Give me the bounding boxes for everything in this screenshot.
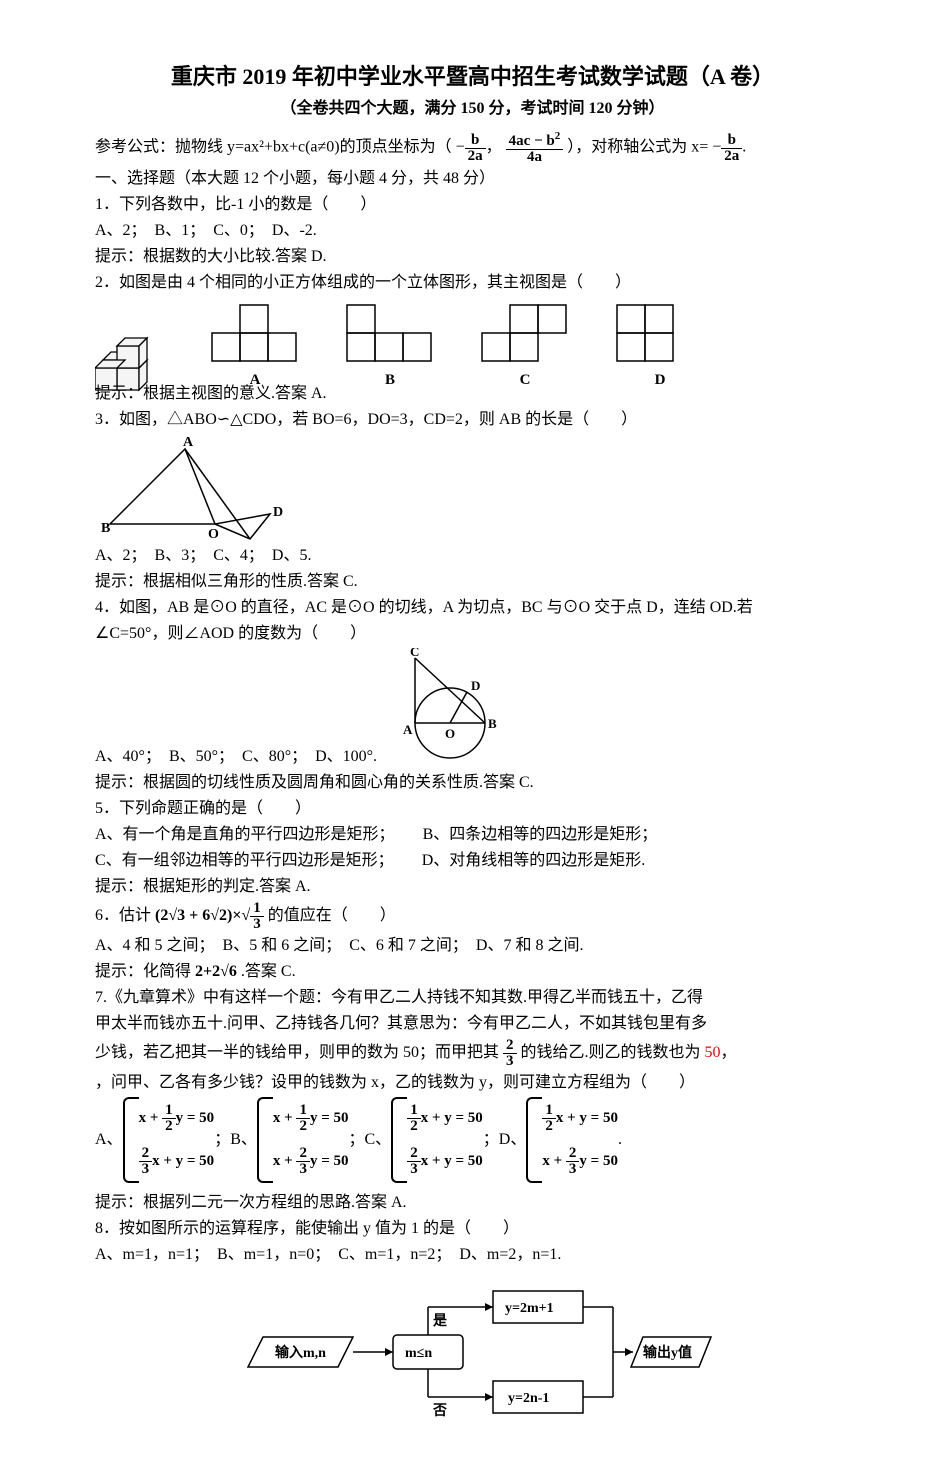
q2-label-b: B <box>385 369 395 392</box>
q5-row1: A、有一个角是直角的平行四边形是矩形； B、四条边相等的四边形是矩形； <box>95 823 850 847</box>
q4-options: A、40°； B、50°； C、80°； D、100°. <box>95 745 850 769</box>
q8-text: 8．按如图所示的运算程序，能使输出 y 值为 1 的是（ ） <box>95 1217 850 1241</box>
q3-options: A、2； B、3； C、4； D、5. <box>95 544 850 568</box>
q7-opt-end: . <box>618 1128 622 1152</box>
q3-label-a: A <box>183 435 194 450</box>
flow-cond: m≤n <box>405 1346 432 1361</box>
q7-l2: 甲太半而钱亦五十.问甲、乙持钱各几何？其意思为：今有甲乙二人，不如其钱包里有多 <box>95 1012 850 1036</box>
q7-system-d: 12x + y = 50 x + 23y = 50 <box>526 1097 618 1183</box>
q5-b: B、四条边相等的四边形是矩形； <box>423 826 658 843</box>
q7-red-50: 50 <box>705 1044 721 1061</box>
flow-bot: y=2n-1 <box>508 1391 549 1406</box>
q2-solid <box>95 312 165 392</box>
q5-a: A、有一个角是直角的平行四边形是矩形； <box>95 826 387 843</box>
q7-opt-c-label: ；C、 <box>349 1128 392 1152</box>
q4-label-b: B <box>488 716 497 731</box>
q2-option-c: C <box>480 303 570 392</box>
q4-line1: 4．如图，AB 是⊙O 的直径，AC 是⊙O 的切线，A 为切点，BC 与⊙O … <box>95 596 850 620</box>
q4-line2: ∠C=50°，则∠AOD 的度数为（ ） <box>95 622 850 646</box>
q7-hint: 提示：根据列二元一次方程组的思路.答案 A. <box>95 1191 850 1215</box>
q5-c: C、有一组邻边相等的平行四边形是矩形； <box>95 852 386 869</box>
q1-options: A、2； B、1； C、0； D、-2. <box>95 219 850 243</box>
q2-text: 2．如图是由 4 个相同的小正方体组成的一个立体图形，其主视图是（ ） <box>95 271 850 295</box>
q5-d: D、对角线相等的四边形是矩形. <box>422 852 646 869</box>
q1-hint: 提示：根据数的大小比较.答案 D. <box>95 245 850 269</box>
flow-top: y=2m+1 <box>505 1301 554 1316</box>
q5-text: 5．下列命题正确的是（ ） <box>95 797 850 821</box>
q5-hint: 提示：根据矩形的判定.答案 A. <box>95 875 850 899</box>
q3-text: 3．如图，△ABO∽△CDO，若 BO=6，DO=3，CD=2，则 AB 的长是… <box>95 408 850 432</box>
page-title: 重庆市 2019 年初中学业水平暨高中招生考试数学试题（A 卷） <box>95 60 850 93</box>
q3-diagram: A B O D <box>95 434 850 544</box>
q2-option-b: B <box>345 303 435 392</box>
flow-input: 输入m,n <box>275 1344 326 1361</box>
q4-hint: 提示：根据圆的切线性质及圆周角和圆心角的关系性质.答案 C. <box>95 771 850 795</box>
q7-options: A、 x + 12y = 50 23x + y = 50 ；B、 x + 12y… <box>95 1097 850 1183</box>
q2-option-d: D <box>615 303 705 392</box>
q3-hint: 提示：根据相似三角形的性质.答案 C. <box>95 570 850 594</box>
q4-label-o: O <box>445 726 455 741</box>
q7-system-b: x + 12y = 50 x + 23y = 50 <box>257 1097 349 1183</box>
q1-text: 1．下列各数中，比-1 小的数是（ ） <box>95 193 850 217</box>
q3-label-o: O <box>208 527 219 542</box>
q8-options: A、m=1，n=1； B、m=1，n=0； C、m=1，n=2； D、m=2，n… <box>95 1243 850 1267</box>
q3-label-b: B <box>101 521 110 536</box>
q7-opt-a-label: A、 <box>95 1128 123 1152</box>
flow-no: 否 <box>432 1403 447 1419</box>
q7-system-a: x + 12y = 50 23x + y = 50 <box>123 1097 215 1183</box>
page-subtitle: （全卷共四个大题，满分 150 分，考试时间 120 分钟） <box>95 97 850 121</box>
q7-l3: 少钱，若乙把其一半的钱给甲，则甲的数为 50；而甲把其 23 的钱给乙.则乙的钱… <box>95 1038 850 1069</box>
q2-diagrams: A B C <box>95 303 850 392</box>
q7-opt-b-label: ；B、 <box>214 1128 257 1152</box>
q2-label-d: D <box>655 369 666 392</box>
formula-mid: ），对称轴公式为 x= <box>567 139 708 156</box>
q6-options: A、4 和 5 之间； B、5 和 6 之间； C、6 和 7 之间； D、7 … <box>95 934 850 958</box>
q8-flowchart: 输入m,n m≤n 是 否 y=2m+1 y=2n-1 输出y值 <box>233 1277 713 1427</box>
q4-label-d: D <box>471 678 480 693</box>
q7-system-c: 12x + y = 50 23x + y = 50 <box>391 1097 483 1183</box>
q4-label-a: A <box>403 722 413 737</box>
q2-label-c: C <box>520 369 531 392</box>
q6-text: 6．估计 (2√3 + 6√2)×√13 的值应在（ ） <box>95 901 850 932</box>
flow-out: 输出y值 <box>643 1344 692 1361</box>
q7-l4: ，问甲、乙各有多少钱？设甲的钱数为 x，乙的钱数为 y，则可建立方程组为（ ） <box>95 1071 850 1095</box>
q2-option-a: A <box>210 303 300 392</box>
q2-hint: 提示：根据主视图的意义.答案 A. <box>95 382 850 406</box>
q4-label-c: C <box>410 648 419 659</box>
flow-yes: 是 <box>433 1313 448 1329</box>
q6-hint: 提示：化简得 2+2√6 .答案 C. <box>95 960 850 984</box>
q3-label-d: D <box>273 505 283 520</box>
q5-row2: C、有一组邻边相等的平行四边形是矩形； D、对角线相等的四边形是矩形. <box>95 849 850 873</box>
q7-l1: 7.《九章算术》中有这样一个题：今有甲乙二人持钱不知其数.甲得乙半而钱五十，乙得 <box>95 986 850 1010</box>
section-1-header: 一、选择题（本大题 12 个小题，每小题 4 分，共 48 分） <box>95 167 850 191</box>
q7-opt-d-label: ；D、 <box>483 1128 527 1152</box>
reference-formula: 参考公式：抛物线 y=ax²+bx+c(a≠0)的顶点坐标为（ −b2a， 4a… <box>95 131 850 165</box>
formula-intro: 参考公式：抛物线 y=ax²+bx+c(a≠0)的顶点坐标为（ <box>95 139 452 156</box>
